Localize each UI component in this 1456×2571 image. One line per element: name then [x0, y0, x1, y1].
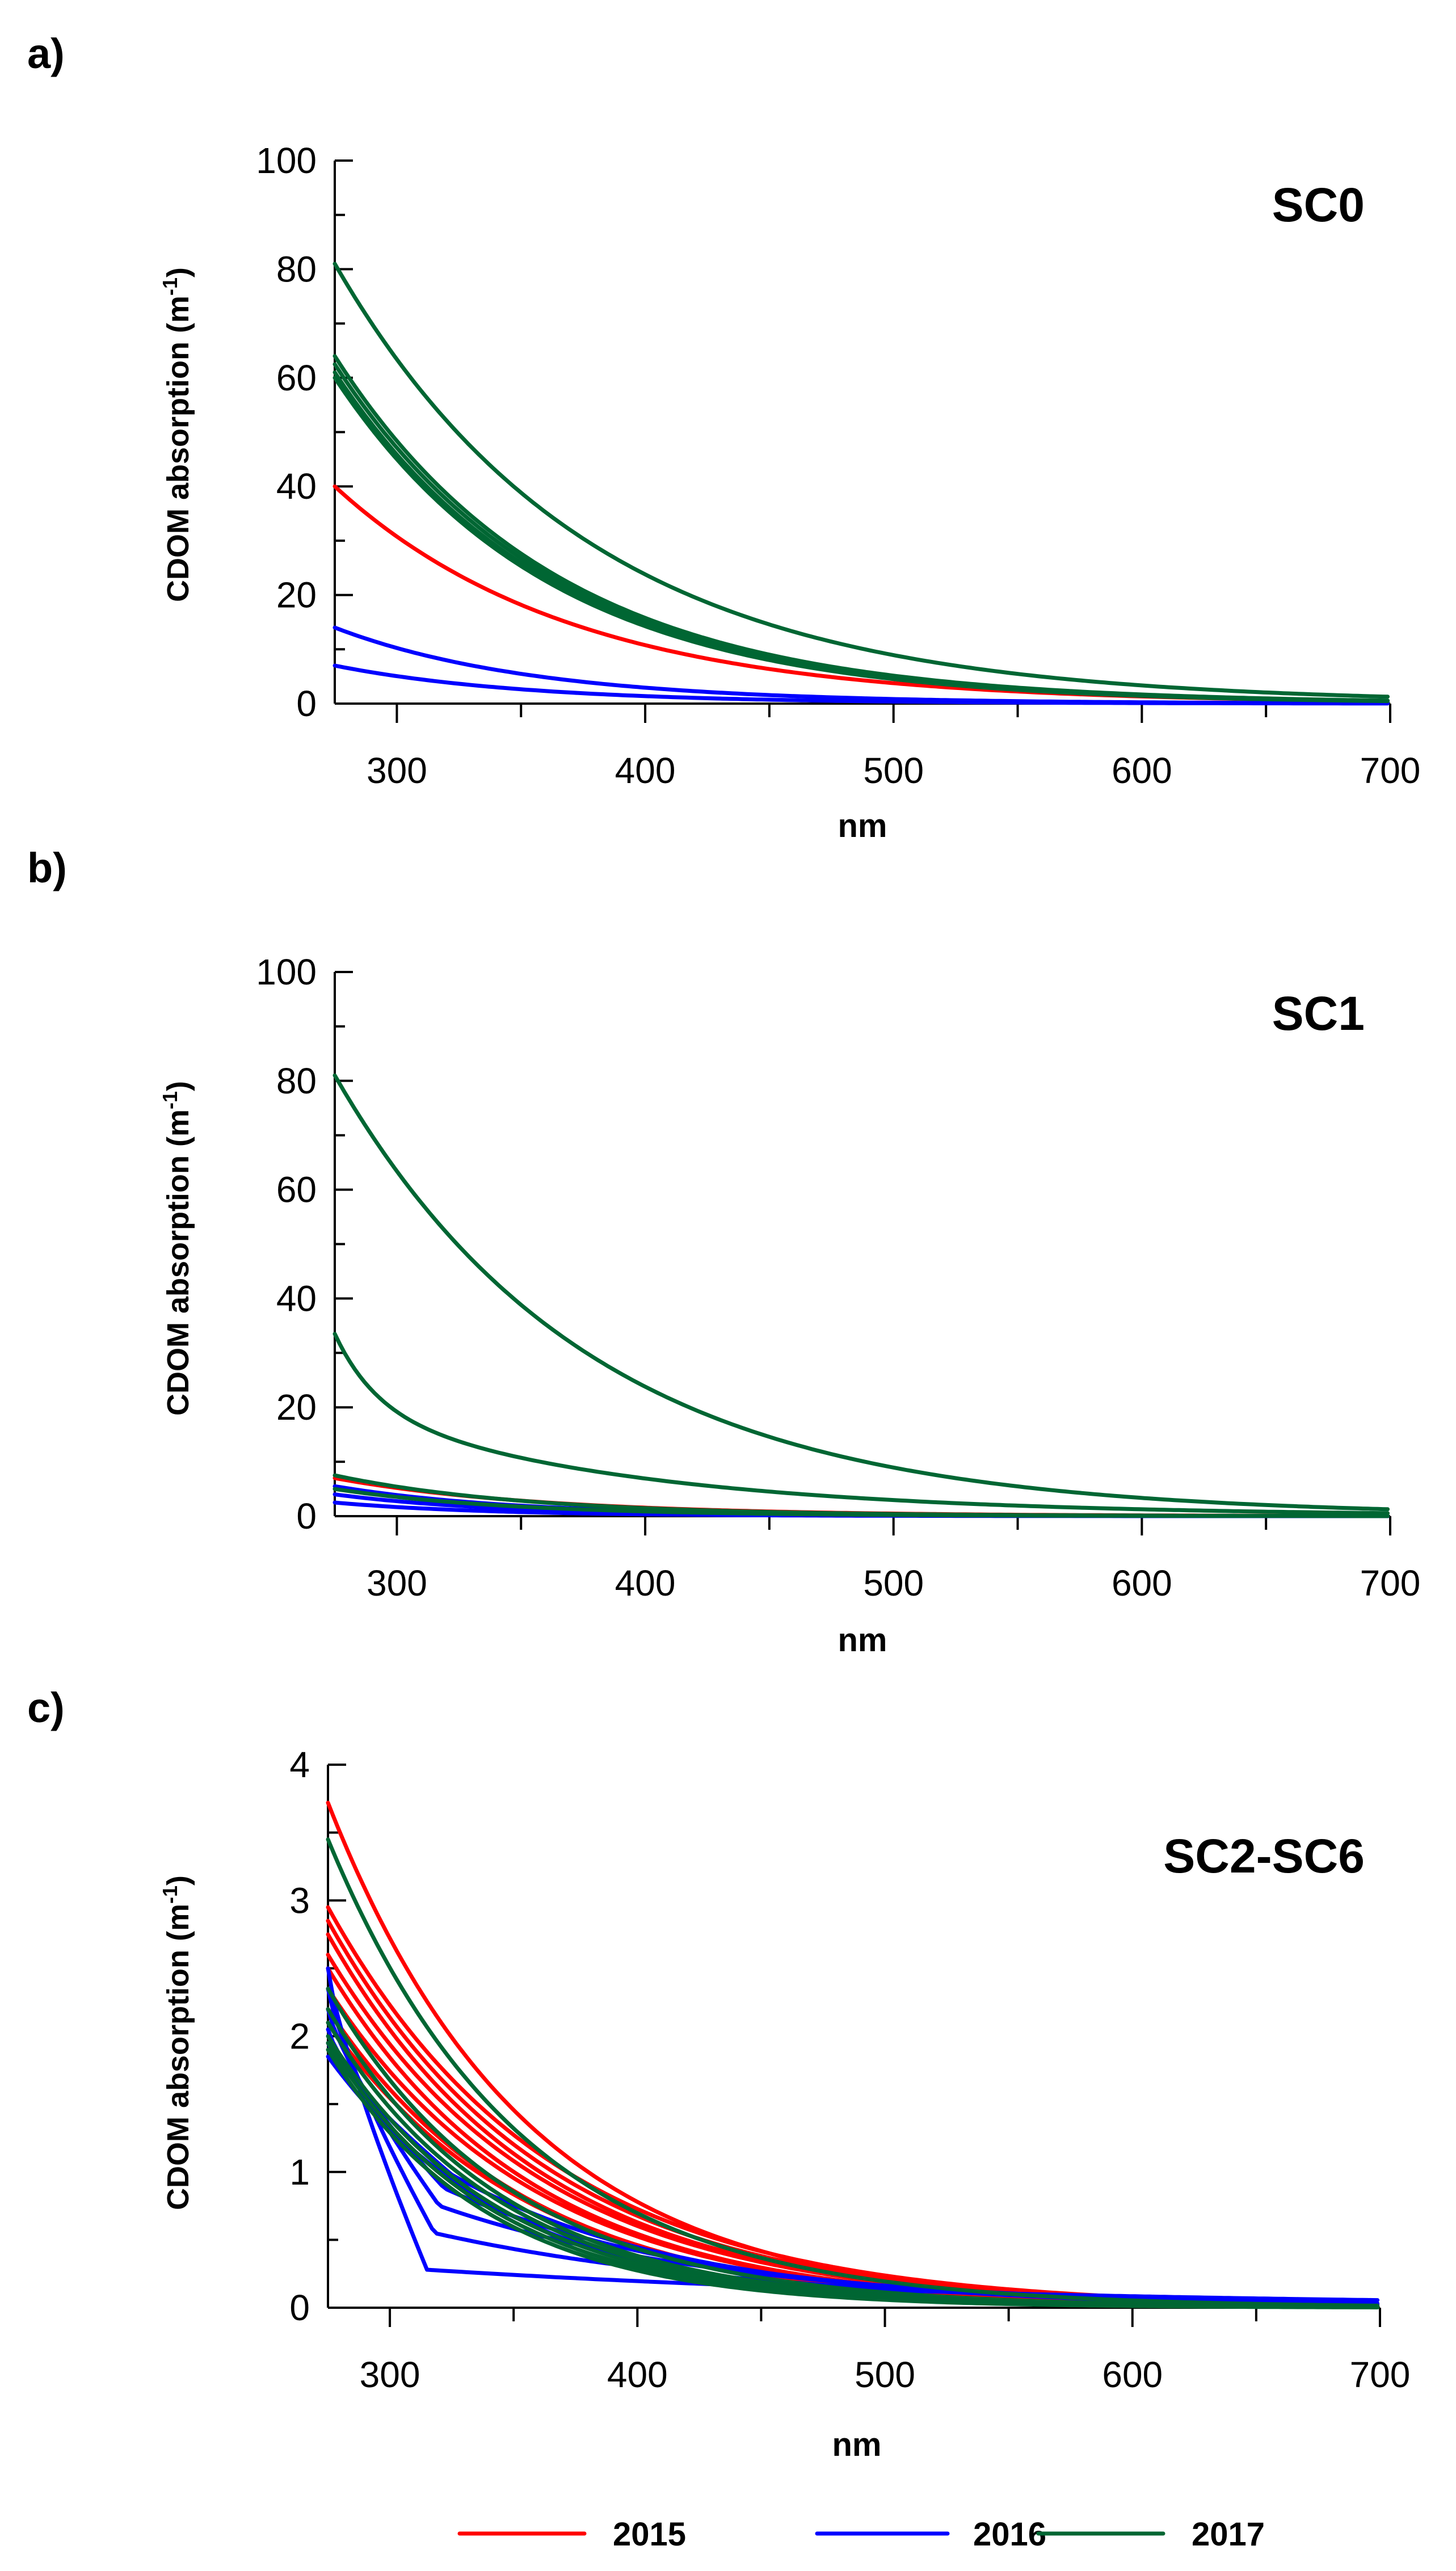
panel-b-ylabel: CDOM absorption (m-1): [158, 1081, 196, 1416]
legend: 2015 2016 2017: [457, 2516, 1265, 2553]
panel-a-title: SC0: [1272, 178, 1365, 232]
panel-b-ylabel-sup: -1: [158, 1091, 182, 1109]
series-2017-curve: [326, 2047, 1380, 2309]
panel-b: b) SC1 nm CDOM absorption (m-1) 0 20 40 60 8…: [27, 844, 1420, 1659]
legend-label-2017: 2017: [1192, 2516, 1265, 2553]
panel-a-letter: a): [27, 30, 65, 77]
y-tick-label: 40: [276, 1278, 317, 1319]
panel-c-ylabel-close: ): [161, 1875, 195, 1886]
panel-c: c) SC2-SC6 nm CDOM absorption (m-1) 0 1 2 3…: [27, 1684, 1410, 2463]
y-tick-label: 20: [276, 575, 317, 616]
panel-a-ylabel-sup: -1: [158, 277, 182, 296]
y-tick-label: 60: [276, 1169, 317, 1210]
panel-a-curves: [333, 262, 1390, 706]
series-2017-curve: [333, 262, 1390, 699]
y-tick-label: 0: [296, 683, 317, 724]
series-2016-curve: [326, 1987, 1380, 2305]
y-tick-label: 1: [289, 2152, 310, 2193]
panel-b-axes: 0 20 40 60 80 100 300 400 500 600 700: [256, 952, 1420, 1604]
x-tick-label: 300: [367, 1563, 427, 1604]
series-2017-curve: [333, 1487, 1390, 1518]
panel-c-letter: c): [27, 1684, 65, 1731]
panel-b-xlabel: nm: [838, 1622, 887, 1659]
y-tick-label: 80: [276, 1061, 317, 1101]
panel-a-ylabel-close: ): [161, 267, 195, 277]
series-2017-curve: [326, 1837, 1380, 2308]
legend-label-2015: 2015: [613, 2516, 686, 2553]
series-2017-curve: [333, 1332, 1390, 1516]
x-tick-label: 600: [1112, 1563, 1172, 1604]
panel-c-title: SC2-SC6: [1163, 1829, 1365, 1883]
x-tick-label: 700: [1350, 2354, 1411, 2395]
series-2017-curve: [326, 1987, 1380, 2309]
panel-b-letter: b): [27, 844, 67, 891]
y-tick-label: 60: [276, 357, 317, 398]
series-2015-curve: [326, 1987, 1380, 2308]
x-tick-label: 500: [863, 750, 924, 791]
panel-c-xlabel: nm: [832, 2426, 882, 2463]
y-tick-label: 0: [289, 2287, 310, 2328]
series-2015-curve: [326, 2021, 1380, 2308]
x-tick-label: 700: [1360, 1563, 1421, 1604]
y-tick-label: 2: [289, 2016, 310, 2057]
series-2015-curve: [326, 1966, 1380, 2308]
series-2016-curve: [326, 2007, 1380, 2306]
panel-c-ylabel-text: CDOM absorption (m: [161, 1904, 195, 2210]
y-tick-label: 40: [276, 466, 317, 507]
x-tick-label: 400: [615, 1563, 676, 1604]
y-tick-label: 20: [276, 1387, 317, 1428]
y-tick-label: 100: [256, 952, 317, 992]
series-2016-curve: [326, 1966, 1380, 2303]
y-tick-label: 0: [296, 1496, 317, 1537]
panel-c-ylabel-sup: -1: [158, 1886, 182, 1904]
y-tick-label: 80: [276, 249, 317, 289]
panel-c-curves: [326, 1800, 1380, 2309]
series-2016-curve: [326, 2027, 1380, 2307]
x-tick-label: 400: [615, 750, 676, 791]
x-tick-label: 700: [1360, 750, 1421, 791]
series-2017-curve: [326, 2021, 1380, 2309]
x-tick-label: 500: [863, 1563, 924, 1604]
panel-b-title: SC1: [1272, 987, 1365, 1040]
x-tick-label: 600: [1112, 750, 1172, 791]
x-tick-label: 600: [1102, 2354, 1163, 2395]
panel-a: a) SC0 nm CDOM absorption (m-1) 0 20 40 60 8…: [27, 30, 1420, 844]
panel-a-ylabel: CDOM absorption (m-1): [158, 267, 196, 602]
legend-label-2016: 2016: [973, 2516, 1046, 2553]
panel-a-axes: 0 20 40 60 80 100 300 400 500 600 700: [256, 140, 1420, 791]
series-2017-curve: [333, 376, 1390, 704]
panel-b-ylabel-text: CDOM absorption (m: [161, 1109, 195, 1416]
x-tick-label: 400: [607, 2354, 668, 2395]
panel-b-curves: [333, 1073, 1390, 1518]
y-tick-label: 4: [289, 1744, 310, 1785]
x-tick-label: 500: [855, 2354, 915, 2395]
y-tick-label: 100: [256, 140, 317, 181]
series-2017-curve: [333, 1073, 1390, 1512]
panel-a-xlabel: nm: [838, 807, 887, 844]
y-tick-label: 3: [289, 1880, 310, 1921]
panel-c-ylabel: CDOM absorption (m-1): [158, 1875, 196, 2210]
panel-a-ylabel-text: CDOM absorption (m: [161, 296, 195, 602]
x-tick-label: 300: [367, 750, 427, 791]
series-2016-curve: [333, 663, 1390, 706]
x-tick-label: 300: [360, 2354, 420, 2395]
panel-b-ylabel-close: ): [161, 1081, 195, 1091]
